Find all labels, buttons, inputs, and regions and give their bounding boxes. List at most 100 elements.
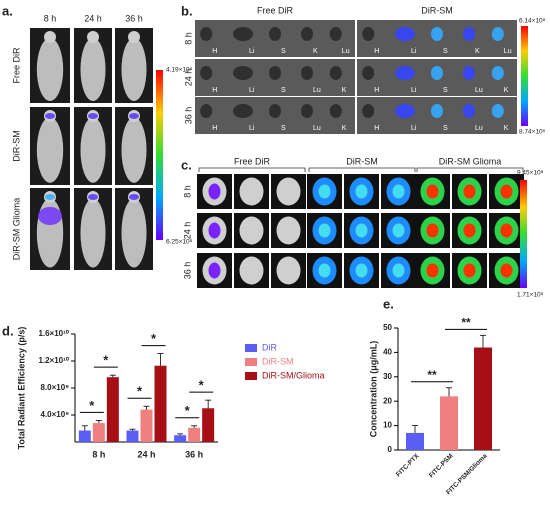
organ [362,27,375,41]
panel-label: c. [181,157,192,172]
row-label: Free DiR [11,47,21,84]
x-tick-label: 24 h [137,449,155,459]
bar [174,435,187,442]
signal [426,184,439,199]
row-label: 8 h [183,32,193,45]
mouse-body [80,38,106,101]
organ-label: Li [249,48,255,55]
signal [500,184,513,199]
row-label: 24 h [182,222,192,240]
signal [355,184,368,199]
bar [154,365,167,442]
signal [426,223,439,238]
y-tick-label: 1.6×10¹⁰ [38,329,69,338]
signal [318,184,331,199]
brain [239,216,264,245]
organ-label: Lu [504,48,512,55]
mouse-body [36,117,64,183]
column-label: 8 h [44,13,57,23]
organ-label: K [475,48,480,55]
group-label: Free DiR [234,156,271,166]
row-label: 36 h [182,262,192,280]
organ-label: Li [411,87,417,94]
organ [491,27,504,41]
brain [276,177,301,206]
scale-label: 1.71×10⁸ [517,292,544,299]
mouse-body [121,117,147,183]
organ [463,104,475,118]
x-tick-label: 36 h [185,449,203,459]
signal [318,263,331,278]
organ [431,104,443,118]
organ-label: Li [249,125,255,132]
legend-swatch [245,372,257,380]
scale-label: 8.74×10⁶ [519,129,546,136]
signal [88,113,98,119]
row-label: DiR-SM [11,130,21,162]
mouse-body [121,198,147,268]
y-axis-title: Concentration (μg/mL) [368,341,378,438]
organ-label: Lu [313,87,321,94]
organ-label: K [504,125,509,132]
row-label: DiR-SM Glioma [11,198,21,261]
organ-label: S [443,87,448,94]
signal [355,223,368,238]
organ-label: Li [411,125,417,132]
organ [269,66,281,80]
brain [276,216,301,245]
signal [463,184,476,199]
panel-label: e. [383,296,394,311]
signal [392,223,405,238]
organ [329,27,342,41]
color-bar [156,70,163,240]
organ-label: H [212,48,217,55]
significance-label: * [151,331,157,346]
organ-label: H [374,125,379,132]
row-label: 8 h [182,185,192,198]
mouse-body [80,198,106,268]
bar [78,430,91,442]
organ-label: H [374,87,379,94]
legend-label: DiR-SM/Glioma [262,370,325,380]
scale-label: 6.25×10⁸ [166,239,193,246]
bar [92,423,105,442]
y-axis-title: Total Radiant Efficiency (p/s) [16,327,26,450]
y-tick-label: 50 [383,323,392,332]
signal [318,223,331,238]
organ-label: Lu [342,48,350,55]
legend-label: DiR [262,342,277,352]
organ-label: Li [249,87,255,94]
color-bar [520,180,527,288]
organ-label: Lu [313,125,321,132]
organ-label: K [504,87,509,94]
group-label: DiR-SM [346,156,378,166]
mouse-body [80,117,106,183]
organ [200,104,213,118]
y-tick-label: 20 [383,396,392,405]
signal [208,222,221,239]
signal [129,113,139,119]
brain [239,256,264,285]
legend-label: DiR-SM [262,356,294,366]
group-label: DiR-SM Glioma [439,156,502,166]
organ [200,66,213,80]
y-tick-label: 4.0×10⁹ [41,410,70,419]
x-tick-label: FITC-PSM [428,453,455,480]
mouse-head [87,31,99,43]
organ [269,27,281,41]
organ [431,66,443,80]
bar [188,427,201,442]
bracket [198,167,306,172]
signal [45,194,55,200]
organ-label: S [281,48,286,55]
signal [426,263,439,278]
organ-label: Li [411,48,417,55]
panel-label: a. [2,3,13,18]
significance-label: * [103,353,109,368]
y-tick-label: 8.0×10⁹ [41,383,70,392]
bar [202,408,215,442]
organ-label: Lu [475,125,483,132]
organ-label: K [342,87,347,94]
signal [392,184,405,199]
organ [431,27,443,41]
